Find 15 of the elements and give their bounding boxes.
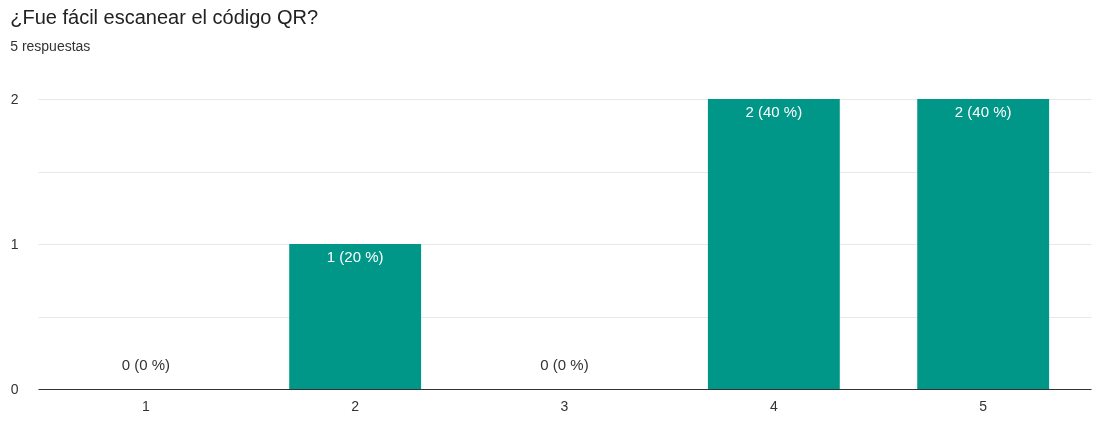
data-label: 2 (40 %) <box>745 103 803 120</box>
x-tick-label: 4 <box>769 397 778 414</box>
y-tick-label: 1 <box>10 235 19 252</box>
x-tick-label: 3 <box>560 397 569 414</box>
x-tick-label: 1 <box>141 397 150 414</box>
data-label: 0 (0 %) <box>121 356 170 373</box>
chart-title: ¿Fue fácil escanear el código QR? <box>10 6 319 28</box>
data-label: 2 (40 %) <box>954 103 1012 120</box>
y-tick-label: 2 <box>10 90 19 107</box>
x-tick-label: 5 <box>979 397 988 414</box>
data-label: 1 (20 %) <box>326 248 384 265</box>
chart-subtitle: 5 respuestas <box>10 38 91 54</box>
y-tick-label: 0 <box>10 380 19 397</box>
data-label: 0 (0 %) <box>540 356 589 373</box>
x-tick-label: 2 <box>351 397 360 414</box>
